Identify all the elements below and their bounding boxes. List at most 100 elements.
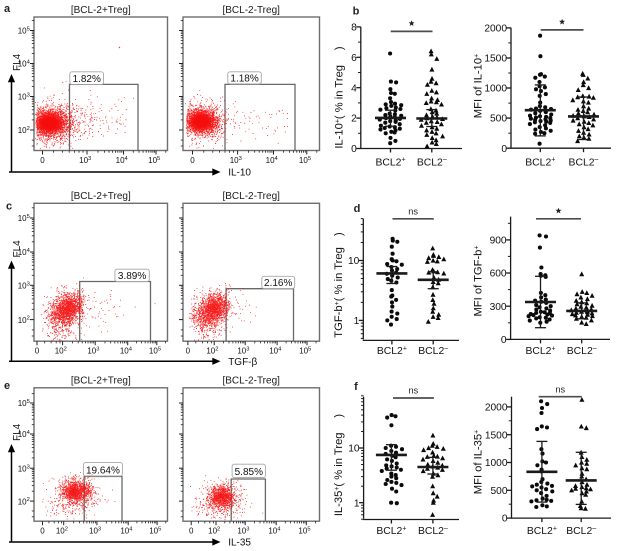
svg-text:104: 104: [116, 156, 129, 165]
svg-text:c: c: [6, 201, 12, 213]
svg-text:105: 105: [299, 156, 311, 165]
svg-text:0: 0: [501, 335, 507, 346]
svg-text:[BCL-2+Treg]: [BCL-2+Treg]: [71, 376, 131, 387]
svg-text:104: 104: [18, 430, 31, 439]
svg-text:500: 500: [491, 486, 508, 497]
svg-text:103: 103: [89, 527, 101, 536]
svg-text:a: a: [4, 3, 11, 15]
svg-text:104: 104: [269, 347, 282, 356]
svg-text:104: 104: [266, 156, 279, 165]
svg-text:102: 102: [18, 316, 30, 325]
svg-text:1000: 1000: [484, 84, 507, 95]
svg-text:[BCL-2+Treg]: [BCL-2+Treg]: [71, 191, 131, 202]
svg-text:104: 104: [268, 527, 281, 536]
svg-text:ns: ns: [408, 207, 418, 217]
svg-text:1.18%: 1.18%: [230, 74, 258, 85]
svg-text:IL-35: IL-35: [228, 538, 251, 549]
svg-text:TGF-β: TGF-β: [228, 357, 257, 368]
svg-text:b: b: [353, 6, 360, 18]
svg-text:1.82%: 1.82%: [73, 74, 101, 85]
svg-text:0: 0: [40, 156, 45, 165]
svg-text:2: 2: [351, 114, 357, 125]
svg-text:0: 0: [351, 144, 357, 155]
svg-text:IL-10+( % in Treg ): IL-10+( % in Treg ): [334, 46, 346, 149]
svg-text:104: 104: [18, 60, 31, 69]
svg-text:103: 103: [237, 347, 249, 356]
svg-text:BCL2–: BCL2–: [418, 345, 448, 357]
svg-text:TGF-b+( % in Treg ): TGF-b+( % in Treg ): [333, 232, 345, 338]
svg-text:e: e: [4, 380, 10, 392]
svg-text:105: 105: [18, 399, 30, 408]
svg-text:103: 103: [87, 347, 99, 356]
svg-text:5.85%: 5.85%: [235, 467, 263, 478]
svg-text:FL4: FL4: [12, 240, 23, 258]
svg-text:BCL2–: BCL2–: [417, 157, 447, 169]
svg-text:BCL2–: BCL2–: [569, 157, 599, 169]
svg-text:105: 105: [18, 214, 30, 223]
svg-text:2000: 2000: [485, 403, 508, 414]
svg-text:FL4: FL4: [12, 53, 23, 71]
svg-text:BCL2+: BCL2+: [525, 157, 555, 169]
svg-text:19.64%: 19.64%: [86, 466, 120, 477]
svg-text:0: 0: [40, 527, 45, 536]
svg-text:104: 104: [18, 248, 31, 257]
svg-text:0: 0: [501, 144, 507, 155]
svg-text:d: d: [354, 203, 361, 215]
svg-text:1500: 1500: [485, 430, 508, 441]
svg-text:BCL2–: BCL2–: [418, 525, 448, 537]
svg-text:ns: ns: [555, 384, 565, 394]
svg-text:1: 1: [354, 498, 360, 509]
svg-text:BCL2–: BCL2–: [567, 345, 597, 357]
svg-text:300: 300: [490, 302, 507, 313]
svg-text:103: 103: [18, 464, 30, 473]
svg-text:0: 0: [502, 514, 508, 525]
svg-text:10: 10: [348, 444, 360, 455]
svg-text:8: 8: [351, 23, 357, 34]
svg-text:f: f: [354, 381, 358, 393]
svg-text:1500: 1500: [484, 54, 507, 65]
svg-text:102: 102: [55, 347, 67, 356]
svg-text:102: 102: [206, 347, 218, 356]
svg-text:104: 104: [120, 527, 133, 536]
svg-text:500: 500: [490, 114, 507, 125]
svg-text:1: 1: [354, 316, 360, 327]
svg-text:2000: 2000: [484, 24, 507, 35]
svg-text:BCL2+: BCL2+: [376, 525, 406, 537]
svg-text:105: 105: [149, 527, 161, 536]
svg-text:102: 102: [18, 126, 30, 135]
svg-text:105: 105: [149, 347, 161, 356]
svg-text:[BCL-2-Treg]: [BCL-2-Treg]: [222, 5, 280, 16]
svg-text:600: 600: [490, 269, 507, 280]
svg-text:4: 4: [351, 83, 357, 94]
svg-text:105: 105: [18, 27, 30, 36]
svg-text:105: 105: [298, 527, 310, 536]
svg-text:105: 105: [299, 347, 311, 356]
svg-text:0: 0: [190, 156, 195, 165]
svg-text:103: 103: [18, 93, 30, 102]
svg-text:0: 0: [186, 347, 191, 356]
svg-text:3.89%: 3.89%: [118, 271, 146, 282]
svg-text:105: 105: [148, 156, 160, 165]
svg-text:102: 102: [208, 527, 220, 536]
svg-text:103: 103: [79, 156, 91, 165]
svg-text:900: 900: [490, 236, 507, 247]
svg-text:IL-35+( % in Treg ): IL-35+( % in Treg ): [333, 414, 345, 517]
svg-text:ns: ns: [409, 386, 419, 396]
svg-text:IL-10: IL-10: [228, 168, 251, 179]
svg-text:BCL2+: BCL2+: [525, 345, 555, 357]
svg-text:2.16%: 2.16%: [264, 278, 292, 289]
svg-text:[BCL-2-Treg]: [BCL-2-Treg]: [222, 191, 280, 202]
svg-text:102: 102: [56, 527, 68, 536]
svg-text:0: 0: [35, 347, 40, 356]
svg-text:0: 0: [189, 527, 194, 536]
svg-text:103: 103: [237, 527, 249, 536]
svg-text:MFI of IL-35+: MFI of IL-35+: [473, 430, 485, 494]
svg-text:BCL2+: BCL2+: [527, 525, 557, 537]
svg-text:MFI of TGF-b+: MFI of TGF-b+: [473, 245, 485, 316]
svg-text:103: 103: [18, 281, 30, 290]
svg-text:[BCL-2-Treg]: [BCL-2-Treg]: [222, 376, 280, 387]
svg-text:BCL2+: BCL2+: [377, 345, 407, 357]
svg-text:104: 104: [120, 347, 133, 356]
svg-text:10: 10: [348, 256, 360, 267]
svg-text:MFI of IL-10+: MFI of IL-10+: [473, 54, 485, 118]
